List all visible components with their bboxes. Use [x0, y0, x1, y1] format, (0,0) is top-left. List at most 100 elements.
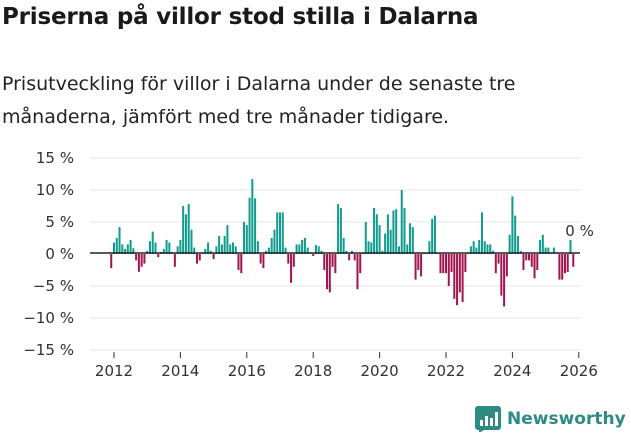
bar-positive — [179, 239, 182, 254]
bar-positive — [511, 196, 514, 254]
bar-negative — [110, 254, 113, 269]
bar-negative — [328, 254, 331, 293]
bar-negative — [173, 254, 176, 267]
bar-positive — [154, 242, 157, 254]
bar-positive — [270, 238, 273, 254]
bar-positive — [276, 212, 279, 254]
bar-positive — [132, 248, 135, 254]
bar-negative — [503, 254, 506, 307]
bar-negative — [259, 254, 262, 264]
bar-positive — [339, 207, 342, 254]
bar-positive — [337, 204, 340, 254]
grid — [90, 157, 580, 351]
bar-positive — [279, 212, 281, 254]
bar-positive — [478, 239, 481, 254]
bar-negative — [442, 254, 445, 274]
y-tick-label: 0 % — [45, 245, 74, 263]
bar-positive — [298, 244, 301, 254]
bar-positive — [256, 241, 259, 254]
bar-positive — [317, 246, 320, 254]
bar-positive — [168, 242, 171, 254]
bar-positive — [184, 214, 187, 254]
y-axis-ticks: 15 % 10 % 5 % 0 % −5 % −10 % −15 % — [23, 149, 74, 359]
bar-negative — [414, 254, 417, 280]
bar-positive — [395, 209, 398, 254]
bar-positive — [431, 218, 434, 254]
bar-negative — [536, 254, 539, 270]
x-tick-label: 2014 — [161, 362, 199, 380]
x-axis-ticks: 2012 2014 2016 2018 2020 2022 2024 2026 — [95, 352, 598, 380]
bar-positive — [124, 248, 127, 254]
bar-negative — [140, 254, 143, 267]
bar-positive — [113, 242, 115, 254]
bar-positive — [384, 233, 387, 254]
bar-positive — [547, 247, 550, 254]
bar-positive — [243, 222, 246, 254]
bar-positive — [364, 222, 367, 254]
bar-positive — [121, 244, 124, 254]
bar-positive — [378, 225, 381, 254]
bar-negative — [196, 254, 198, 264]
x-tick-label: 2022 — [427, 362, 465, 380]
y-tick-label: −5 % — [33, 277, 74, 295]
bar-negative — [212, 254, 215, 260]
bar-positive — [514, 215, 517, 254]
x-tick-label: 2024 — [493, 362, 531, 380]
bar-negative — [461, 254, 464, 302]
bar-positive — [267, 247, 270, 254]
bar-negative — [292, 254, 295, 267]
bar-positive — [151, 231, 154, 254]
bar-negative — [323, 254, 326, 270]
bar-positive — [223, 236, 226, 254]
bar-negative — [497, 254, 500, 264]
bar-positive — [516, 236, 519, 254]
bar-positive — [190, 229, 193, 254]
y-tick-label: 15 % — [36, 149, 74, 167]
bar-positive — [273, 229, 276, 254]
bar-negative — [525, 254, 528, 261]
bar-negative — [530, 254, 533, 267]
bar-negative — [456, 254, 459, 306]
bar-negative — [500, 254, 503, 296]
y-tick-label: −10 % — [23, 309, 74, 327]
bar-positive — [162, 248, 165, 254]
bar-positive — [115, 238, 118, 254]
bar-negative — [137, 254, 140, 272]
bar-positive — [403, 207, 406, 254]
bar-positive — [231, 242, 234, 254]
bar-negative — [348, 254, 351, 261]
bar-positive — [193, 247, 196, 254]
bar-positive — [245, 225, 248, 254]
bar-negative — [453, 254, 456, 299]
bar-positive — [367, 241, 370, 254]
bar-positive — [400, 190, 403, 254]
bar-negative — [240, 254, 243, 274]
bar-positive — [428, 241, 431, 254]
bar-positive — [284, 247, 287, 254]
bar-negative — [458, 254, 461, 293]
bar-negative — [450, 254, 453, 272]
bar-negative — [558, 254, 561, 280]
bar-positive — [301, 239, 304, 254]
brand-name: Newsworthy — [507, 409, 626, 429]
bar-negative — [331, 254, 334, 267]
bar-positive — [306, 247, 309, 254]
bar-positive — [486, 244, 489, 254]
bar-positive — [187, 204, 190, 254]
bar-negative — [566, 254, 569, 272]
bar-negative — [417, 254, 420, 270]
bar-positive — [475, 247, 478, 254]
bar-positive — [226, 225, 229, 254]
bar-positive — [392, 210, 395, 254]
bar-negative — [420, 254, 423, 277]
bar-positive — [204, 248, 207, 254]
bar-positive — [373, 207, 376, 254]
bar-negative — [494, 254, 497, 274]
x-tick-label: 2012 — [95, 362, 133, 380]
bar-negative — [326, 254, 329, 290]
bar-positive — [375, 214, 378, 254]
bar-positive — [386, 214, 389, 254]
x-tick-label: 2026 — [560, 362, 598, 380]
bar-positive — [552, 247, 555, 254]
